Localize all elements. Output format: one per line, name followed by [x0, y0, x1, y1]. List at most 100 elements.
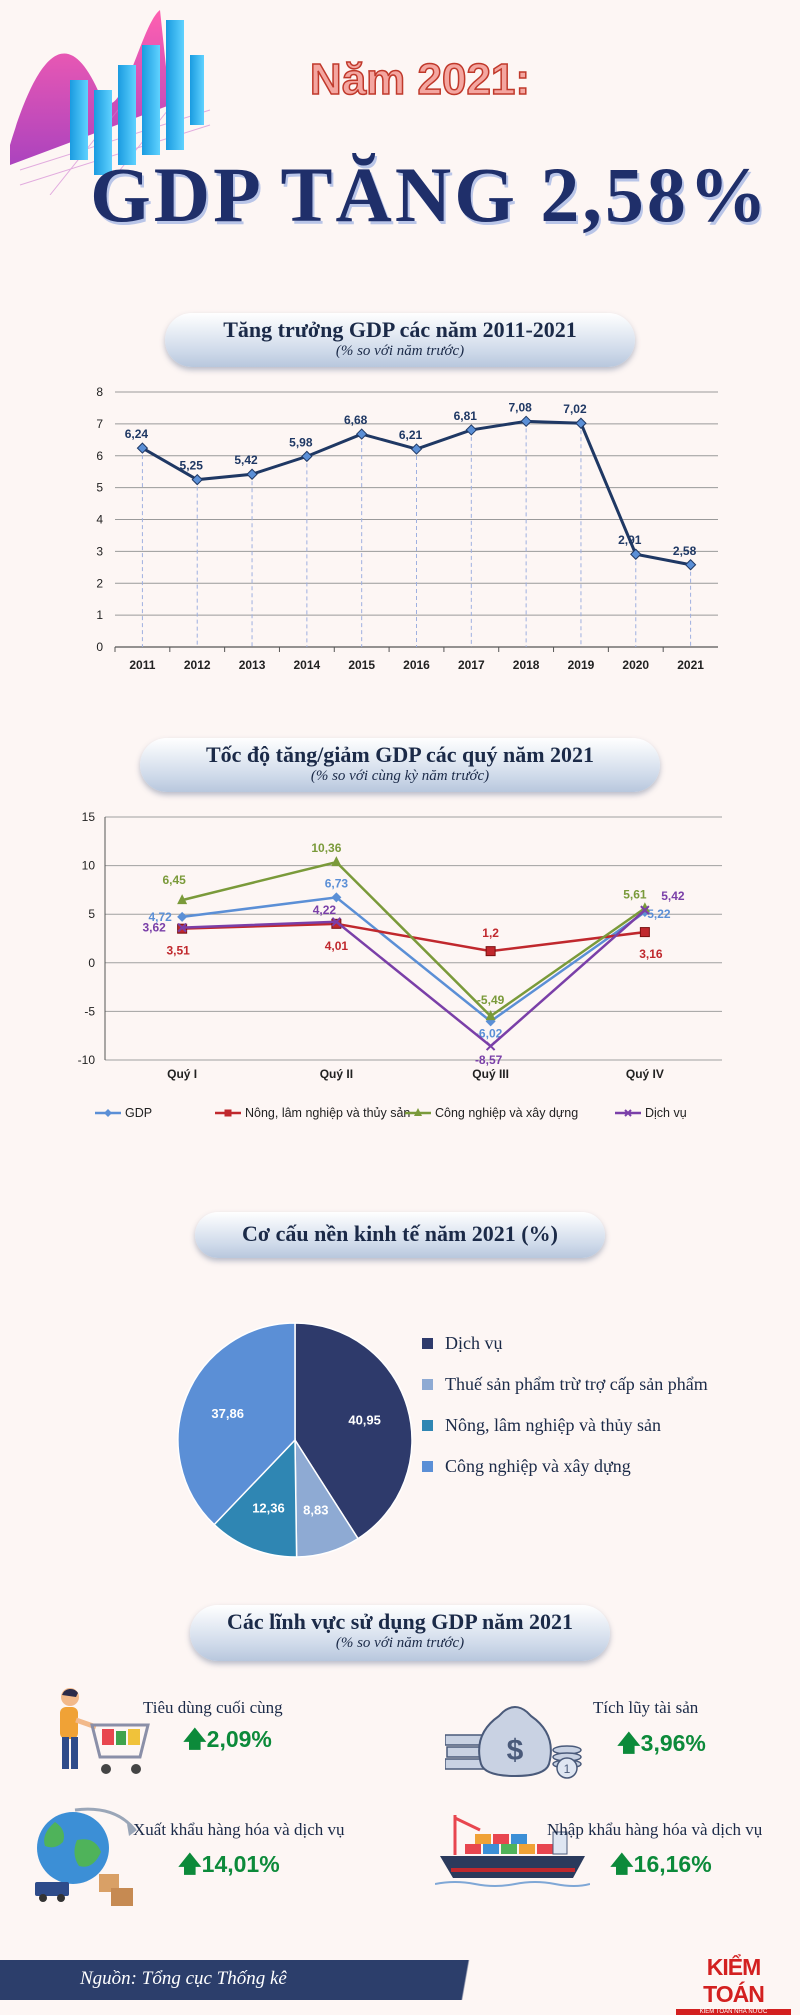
legend-label: Dịch vụ	[645, 1106, 687, 1120]
y-tick-label: 0	[96, 640, 103, 654]
data-label: 3,62	[142, 921, 166, 935]
pie-data-label: 40,95	[348, 1413, 381, 1428]
data-label: 6,68	[344, 413, 368, 427]
y-tick-label: 0	[88, 956, 95, 970]
data-point	[331, 856, 342, 867]
data-point	[485, 1010, 496, 1021]
data-label: 4,72	[148, 910, 172, 924]
data-label: 6,73	[325, 876, 349, 890]
x-tick-label: Quý I	[167, 1067, 197, 1081]
up-arrow-icon: 🡅	[183, 1726, 207, 1752]
svg-text:$: $	[507, 1734, 524, 1767]
data-point	[331, 892, 342, 903]
data-label: -6,02	[475, 1026, 503, 1040]
legend-swatch	[422, 1338, 433, 1349]
section4-title: Các lĩnh vực sử dụng GDP năm 2021	[226, 1609, 574, 1634]
use-import-label: Nhập khẩu hàng hóa và dịch vụ	[547, 1820, 763, 1839]
section1-title: Tăng trưởng GDP các năm 2011-2021	[223, 317, 577, 342]
section4-title-pill: Các lĩnh vực sử dụng GDP năm 2021 (% so …	[190, 1605, 610, 1661]
x-tick-label: 2011	[129, 658, 155, 672]
legend-swatch	[422, 1461, 433, 1472]
data-point	[136, 442, 149, 454]
legend-label: Công nghiệp và xây dựng	[435, 1106, 578, 1120]
x-tick-label: 2021	[677, 658, 704, 672]
data-point	[177, 894, 188, 905]
up-arrow-icon: 🡅	[178, 1851, 202, 1877]
section3-title: Cơ cấu nền kinh tế năm 2021 (%)	[242, 1221, 558, 1246]
use-consumption-value-row: 🡅2,09%	[183, 1723, 272, 1762]
pie-slice	[177, 1322, 296, 1526]
legend-marker	[624, 1109, 632, 1117]
section3-title-pill: Cơ cấu nền kinh tế năm 2021 (%)	[195, 1212, 605, 1258]
hero-year-title: Năm 2021:	[309, 54, 531, 105]
data-point	[485, 1041, 496, 1051]
x-tick-label: 2016	[403, 658, 430, 672]
legend-label: Nông, lâm nghiệp và thủy sản	[245, 1106, 410, 1120]
section4-subtitle: (% so với năm trước)	[335, 1635, 465, 1651]
y-tick-label: 7	[96, 417, 103, 431]
pie-legend-item: Công nghiệp và xây dựng	[422, 1456, 631, 1477]
y-tick-label: 8	[96, 385, 103, 399]
y-tick-label: 4	[96, 513, 103, 527]
data-label: 4,01	[325, 939, 349, 953]
data-label: 5,98	[289, 435, 313, 449]
use-accumulation-value-row: 🡅3,96%	[617, 1727, 706, 1766]
shopping-cart-icon	[60, 1688, 150, 1774]
use-export-value-row: 🡅14,01%	[178, 1848, 280, 1887]
data-point	[191, 473, 203, 486]
y-tick-label: 6	[96, 449, 103, 463]
data-label: 5,61	[623, 887, 647, 901]
legend-marker	[414, 1108, 422, 1116]
data-label: 5,42	[661, 889, 685, 903]
data-label: 6,81	[454, 409, 478, 423]
data-label: 3,51	[166, 944, 190, 958]
data-label: 6,24	[125, 427, 149, 441]
hero-headline: GDP TĂNG 2,58%	[90, 151, 770, 238]
pie-legend-item: Nông, lâm nghiệp và thủy sản	[422, 1415, 661, 1436]
section1-title-pill: Tăng trưởng GDP các năm 2011-2021 (% so …	[165, 313, 635, 367]
y-tick-label: 15	[82, 810, 96, 824]
legend-swatch	[422, 1379, 433, 1390]
data-point	[331, 917, 342, 927]
data-point	[410, 443, 423, 455]
data-label: 5,25	[180, 459, 204, 473]
cargo-ship-icon	[435, 1815, 590, 1887]
data-point	[485, 946, 496, 957]
data-point	[639, 902, 650, 913]
y-tick-label: -10	[78, 1053, 96, 1067]
legend-label: Công nghiệp và xây dựng	[445, 1456, 631, 1476]
data-label: 3,16	[639, 947, 663, 961]
data-point	[465, 424, 478, 436]
legend-label: Thuế sản phẩm trừ trợ cấp sản phẩm	[445, 1374, 708, 1394]
data-label: 6,45	[162, 873, 186, 887]
data-label: 5,22	[647, 907, 671, 921]
gdp-quarterly-line-chart: 15 10 5 0 -5 -10 Quý I Quý II Quý III Quý IV 4,72 6…	[78, 810, 722, 1120]
data-point	[640, 905, 650, 915]
section2-title-pill: Tốc độ tăng/giảm GDP các quý năm 2021 (%…	[140, 738, 660, 792]
data-label: -5,49	[477, 993, 505, 1007]
data-label: 7,08	[508, 400, 532, 414]
data-label: 2,58	[673, 544, 697, 558]
y-tick-label: 5	[88, 907, 95, 921]
data-point	[630, 548, 642, 560]
use-consumption-label: Tiêu dùng cuối cùng	[143, 1698, 283, 1717]
use-export-label: Xuất khẩu hàng hóa và dịch vụ	[133, 1820, 345, 1839]
up-arrow-icon: 🡅	[617, 1730, 641, 1756]
series-line-0	[181, 896, 646, 1023]
data-label: 4,22	[313, 903, 337, 917]
gdp-annual-line-chart: 0 1 2 3 4 5 6 7 8 2011 2012 2013 2014 2015 2016 2017 201…	[96, 385, 718, 672]
pie-slice	[213, 1438, 298, 1558]
x-tick-label: 2019	[568, 658, 595, 672]
x-tick-label: 2014	[294, 658, 321, 672]
pie-data-label: 37,86	[211, 1406, 244, 1421]
data-point	[177, 922, 187, 933]
legend-label: Dịch vụ	[445, 1333, 503, 1353]
y-tick-label: 2	[96, 576, 103, 590]
y-tick-label: 10	[82, 859, 96, 873]
pie-data-label: 12,36	[252, 1501, 285, 1516]
use-export-value: 14,01%	[201, 1851, 280, 1877]
legend-marker	[104, 1109, 112, 1117]
data-point	[684, 559, 697, 571]
y-tick-label: 1	[96, 608, 103, 622]
use-consumption-value: 2,09%	[206, 1726, 272, 1752]
